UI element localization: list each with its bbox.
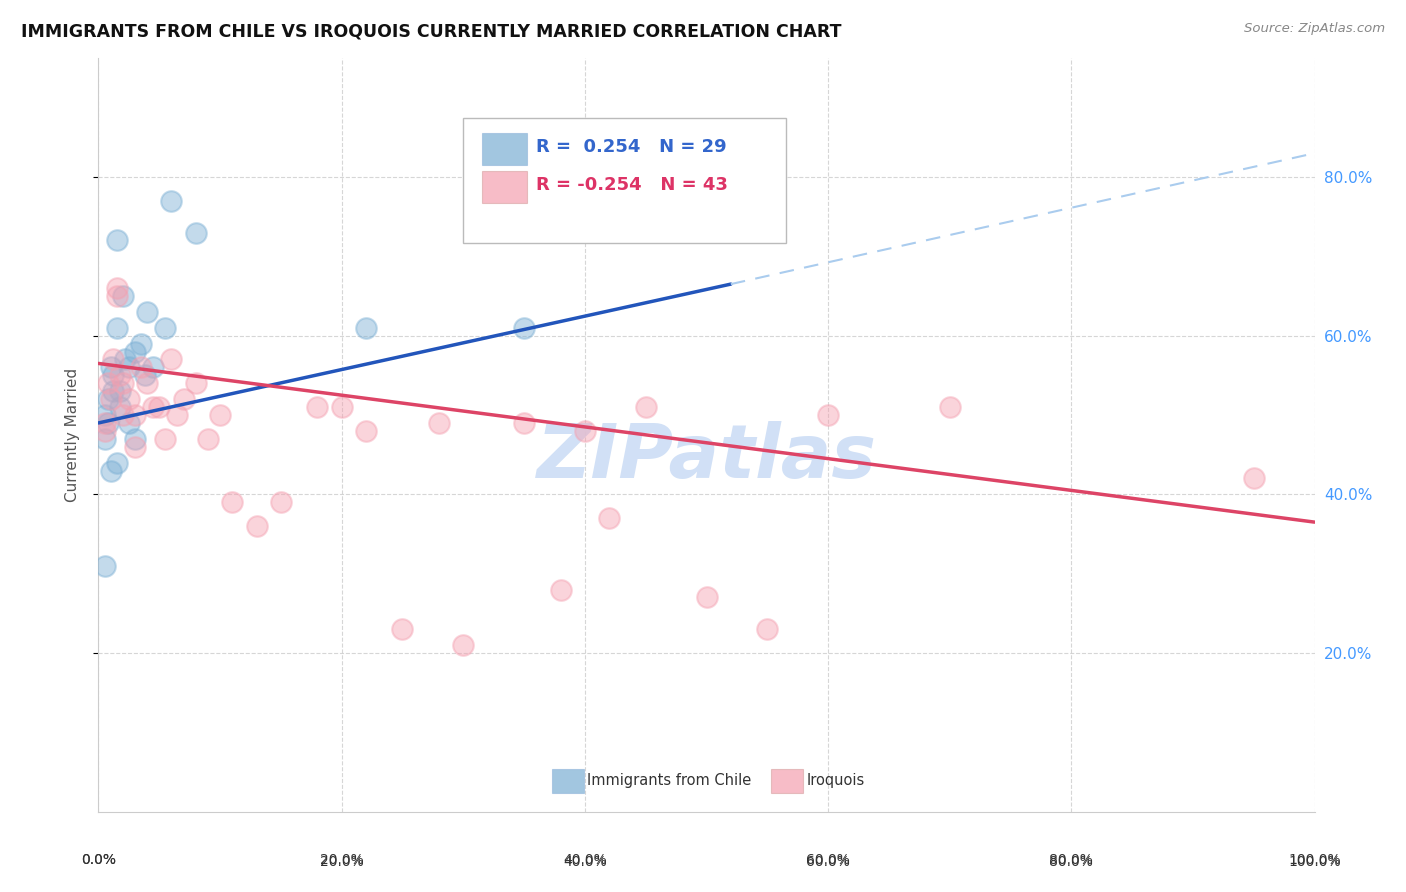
Point xyxy=(142,360,165,375)
Point xyxy=(550,582,572,597)
Point xyxy=(124,432,146,446)
Point xyxy=(1243,471,1265,485)
Point xyxy=(184,376,207,391)
Text: 80.0%: 80.0% xyxy=(1049,855,1094,870)
Point xyxy=(118,416,141,430)
Point xyxy=(101,352,124,367)
Point xyxy=(134,368,156,383)
Point xyxy=(160,194,183,208)
Point xyxy=(124,440,146,454)
Point xyxy=(598,511,620,525)
Point xyxy=(105,320,128,334)
FancyBboxPatch shape xyxy=(481,133,526,165)
Point xyxy=(427,416,450,430)
Text: 100.0%: 100.0% xyxy=(1288,855,1341,870)
Text: 20.0%: 20.0% xyxy=(319,853,364,867)
Point xyxy=(136,305,159,319)
Point xyxy=(391,622,413,636)
Point xyxy=(93,424,115,438)
Text: 60.0%: 60.0% xyxy=(806,855,851,870)
Point xyxy=(118,392,141,406)
Point xyxy=(245,519,267,533)
Point xyxy=(105,281,128,295)
Point xyxy=(118,360,141,375)
Point xyxy=(110,400,132,414)
Point xyxy=(142,400,165,414)
Point xyxy=(124,408,146,422)
Point xyxy=(939,400,962,414)
Point xyxy=(634,400,657,414)
Point xyxy=(354,424,377,438)
Point xyxy=(93,558,115,573)
Point xyxy=(197,432,219,446)
Point xyxy=(160,352,183,367)
Point xyxy=(307,400,329,414)
Point xyxy=(97,392,120,406)
Point xyxy=(100,464,122,478)
Point xyxy=(166,408,188,422)
FancyBboxPatch shape xyxy=(481,171,526,202)
Point xyxy=(129,360,152,375)
Text: 0.0%: 0.0% xyxy=(82,853,115,867)
Point xyxy=(354,320,377,334)
Point xyxy=(148,400,170,414)
FancyBboxPatch shape xyxy=(770,769,803,793)
Point xyxy=(93,408,115,422)
Point xyxy=(97,376,120,391)
Point xyxy=(101,384,124,399)
Point xyxy=(100,392,122,406)
Point xyxy=(221,495,243,509)
Text: 60.0%: 60.0% xyxy=(806,853,851,867)
Point xyxy=(93,432,115,446)
Point xyxy=(105,456,128,470)
Point xyxy=(105,234,128,248)
Y-axis label: Currently Married: Currently Married xyxy=(65,368,80,502)
Text: R = -0.254   N = 43: R = -0.254 N = 43 xyxy=(536,176,728,194)
Text: R =  0.254   N = 29: R = 0.254 N = 29 xyxy=(536,138,727,156)
Point xyxy=(209,408,232,422)
Point xyxy=(97,416,120,430)
Point xyxy=(101,368,124,383)
Point xyxy=(817,408,839,422)
FancyBboxPatch shape xyxy=(553,769,583,793)
Point xyxy=(756,622,779,636)
Text: 40.0%: 40.0% xyxy=(562,855,607,870)
Point xyxy=(453,638,475,652)
Text: 40.0%: 40.0% xyxy=(562,853,607,867)
Point xyxy=(513,416,536,430)
Point xyxy=(155,432,177,446)
Point xyxy=(105,289,128,303)
Point xyxy=(110,384,132,399)
Point xyxy=(114,352,136,367)
Point xyxy=(173,392,195,406)
Text: Immigrants from Chile: Immigrants from Chile xyxy=(588,773,752,789)
Point xyxy=(155,320,177,334)
Point xyxy=(129,336,152,351)
Text: Source: ZipAtlas.com: Source: ZipAtlas.com xyxy=(1244,22,1385,36)
Text: 100.0%: 100.0% xyxy=(1288,853,1341,867)
Point xyxy=(111,289,134,303)
Point xyxy=(513,320,536,334)
Text: 80.0%: 80.0% xyxy=(1049,853,1094,867)
Point xyxy=(330,400,353,414)
Point xyxy=(696,591,718,605)
Point xyxy=(93,416,115,430)
Text: ZIPatlas: ZIPatlas xyxy=(537,421,876,494)
Point xyxy=(110,368,132,383)
Point xyxy=(270,495,292,509)
Point xyxy=(184,226,207,240)
Text: 20.0%: 20.0% xyxy=(319,855,364,870)
Point xyxy=(111,408,134,422)
Point xyxy=(136,376,159,391)
FancyBboxPatch shape xyxy=(464,119,786,243)
Point xyxy=(111,376,134,391)
Point xyxy=(574,424,596,438)
Text: 0.0%: 0.0% xyxy=(82,853,115,867)
Text: Iroquois: Iroquois xyxy=(806,773,865,789)
Point xyxy=(100,360,122,375)
Point xyxy=(124,344,146,359)
Text: IMMIGRANTS FROM CHILE VS IROQUOIS CURRENTLY MARRIED CORRELATION CHART: IMMIGRANTS FROM CHILE VS IROQUOIS CURREN… xyxy=(21,22,842,40)
